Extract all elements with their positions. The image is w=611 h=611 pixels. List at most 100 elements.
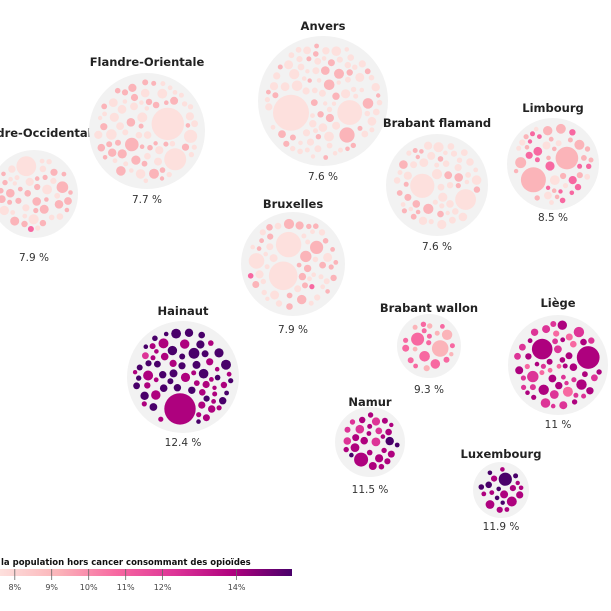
bubble-brabant-flamand-17 [471, 175, 482, 185]
bubble-namur-5 [387, 450, 395, 458]
bubble-bruxelles-32 [330, 247, 335, 252]
bubble-limbourg-37 [516, 145, 522, 151]
bubble-flandre-orientale-43 [141, 160, 148, 167]
bubble-flandre-occidentale-4 [2, 179, 8, 186]
bubble-anvers-41 [332, 151, 338, 156]
legend-tick-label-12: 12% [154, 583, 172, 592]
bubble-brabant-flamand-36 [428, 219, 434, 225]
bubble-bruxelles-2 [268, 261, 298, 291]
bubble-hainaut-45 [136, 364, 143, 371]
bubble-flandre-occidentale-18 [24, 190, 32, 197]
bubble-flandre-orientale-14 [116, 122, 124, 130]
bubble-brabant-wallon-19 [449, 343, 455, 349]
bubble-brabant-flamand-46 [412, 200, 421, 208]
bubble-namur-22 [375, 427, 383, 435]
bubble-hainaut-65 [209, 377, 214, 382]
bubble-anvers-83 [316, 78, 322, 83]
bubble-flandre-orientale-11 [185, 112, 194, 121]
bubble-liege-19 [560, 337, 566, 343]
bubble-anvers-23 [324, 131, 334, 142]
bubble-brabant-flamand-9 [431, 169, 443, 180]
bubble-flandre-orientale-34 [188, 151, 195, 158]
bubble-flandre-orientale-55 [97, 115, 103, 121]
bubble-limbourg-34 [534, 157, 540, 163]
bubble-namur-27 [380, 434, 386, 439]
bubble-brabant-flamand-16 [418, 216, 428, 225]
bubble-brabant-flamand-44 [399, 160, 408, 169]
bubble-flandre-orientale-28 [108, 98, 118, 107]
province-value-hainaut: 12.4 % [165, 437, 202, 449]
bubble-limbourg-11 [527, 139, 533, 144]
bubble-anvers-39 [269, 82, 279, 91]
bubble-bruxelles-5 [309, 284, 315, 290]
bubble-flandre-orientale-48 [138, 123, 144, 129]
bubble-hainaut-10 [206, 358, 214, 366]
bubble-anvers-12 [312, 67, 320, 75]
bubble-limbourg-20 [525, 151, 533, 159]
bubble-brabant-wallon-13 [412, 346, 418, 352]
bubble-anvers-54 [306, 56, 312, 62]
bubble-brabant-wallon-2 [419, 351, 430, 362]
bubble-anvers-76 [297, 63, 305, 71]
bubble-luxembourg-4 [481, 491, 487, 497]
bubble-brabant-wallon-4 [423, 365, 430, 372]
bubble-anvers-16 [367, 116, 377, 126]
bubble-hainaut-16 [159, 371, 167, 379]
bubble-flandre-orientale-52 [139, 144, 145, 149]
bubble-liege-40 [588, 337, 595, 344]
bubble-liege-24 [582, 371, 588, 378]
bubble-namur-15 [344, 426, 351, 433]
bubble-hainaut-9 [208, 405, 216, 413]
bubble-anvers-6 [339, 127, 355, 143]
bubble-liege-13 [525, 390, 530, 396]
province-name-namur: Namur [348, 395, 392, 409]
bubble-anvers-29 [283, 140, 290, 147]
province-name-hainaut: Hainaut [158, 304, 209, 318]
bubble-anvers-43 [338, 147, 343, 153]
bubble-hainaut-21 [167, 345, 178, 356]
bubble-flandre-orientale-66 [153, 141, 158, 146]
bubble-brabant-flamand-28 [396, 190, 403, 196]
bubble-anvers-21 [353, 93, 359, 99]
bubble-liege-44 [527, 338, 533, 344]
bubble-brabant-wallon-8 [426, 333, 432, 339]
bubble-bruxelles-16 [267, 233, 274, 240]
bubble-brabant-wallon-7 [440, 324, 445, 329]
bubble-anvers-44 [362, 98, 374, 109]
bubble-anvers-66 [311, 87, 318, 94]
bubble-anvers-81 [270, 124, 276, 130]
bubble-flandre-orientale-29 [155, 146, 164, 155]
bubble-liege-27 [525, 353, 532, 360]
bubble-brabant-flamand-12 [473, 167, 479, 173]
bubble-flandre-occidentale-7 [8, 165, 16, 173]
bubble-flandre-occidentale-27 [54, 192, 61, 199]
bubble-liege-50 [564, 380, 569, 386]
bubble-hainaut-30 [178, 362, 186, 370]
bubble-luxembourg-19 [478, 484, 485, 490]
bubble-anvers-52 [291, 80, 303, 92]
bubble-bruxelles-21 [320, 284, 326, 290]
province-limbourg: Limbourg 8.5 % [507, 101, 599, 224]
bubble-anvers-53 [358, 60, 366, 68]
bubble-flandre-orientale-59 [143, 178, 149, 184]
bubble-bruxelles-9 [252, 281, 260, 288]
bubble-anvers-61 [303, 46, 311, 55]
bubble-flandre-orientale-68 [191, 144, 197, 150]
bubble-anvers-58 [295, 46, 302, 53]
bubble-hainaut-61 [153, 377, 159, 383]
bubble-flandre-orientale-56 [139, 100, 144, 105]
bubble-anvers-24 [289, 69, 300, 80]
bubble-liege-49 [580, 338, 587, 346]
province-name-brabant-wallon: Brabant wallon [380, 301, 478, 315]
bubble-liege-11 [559, 401, 568, 410]
bubble-hainaut-48 [208, 340, 214, 346]
bubble-hainaut-29 [149, 343, 156, 350]
bubble-anvers-90 [331, 101, 337, 106]
bubble-flandre-orientale-0 [164, 148, 187, 171]
province-luxembourg: Luxembourg 11.9 % [461, 447, 542, 533]
bubble-flandre-occidentale-14 [56, 181, 69, 193]
bubble-liege-23 [548, 374, 557, 383]
province-name-limbourg: Limbourg [522, 101, 583, 115]
province-name-flandre-orientale: Flandre-Orientale [90, 55, 205, 69]
